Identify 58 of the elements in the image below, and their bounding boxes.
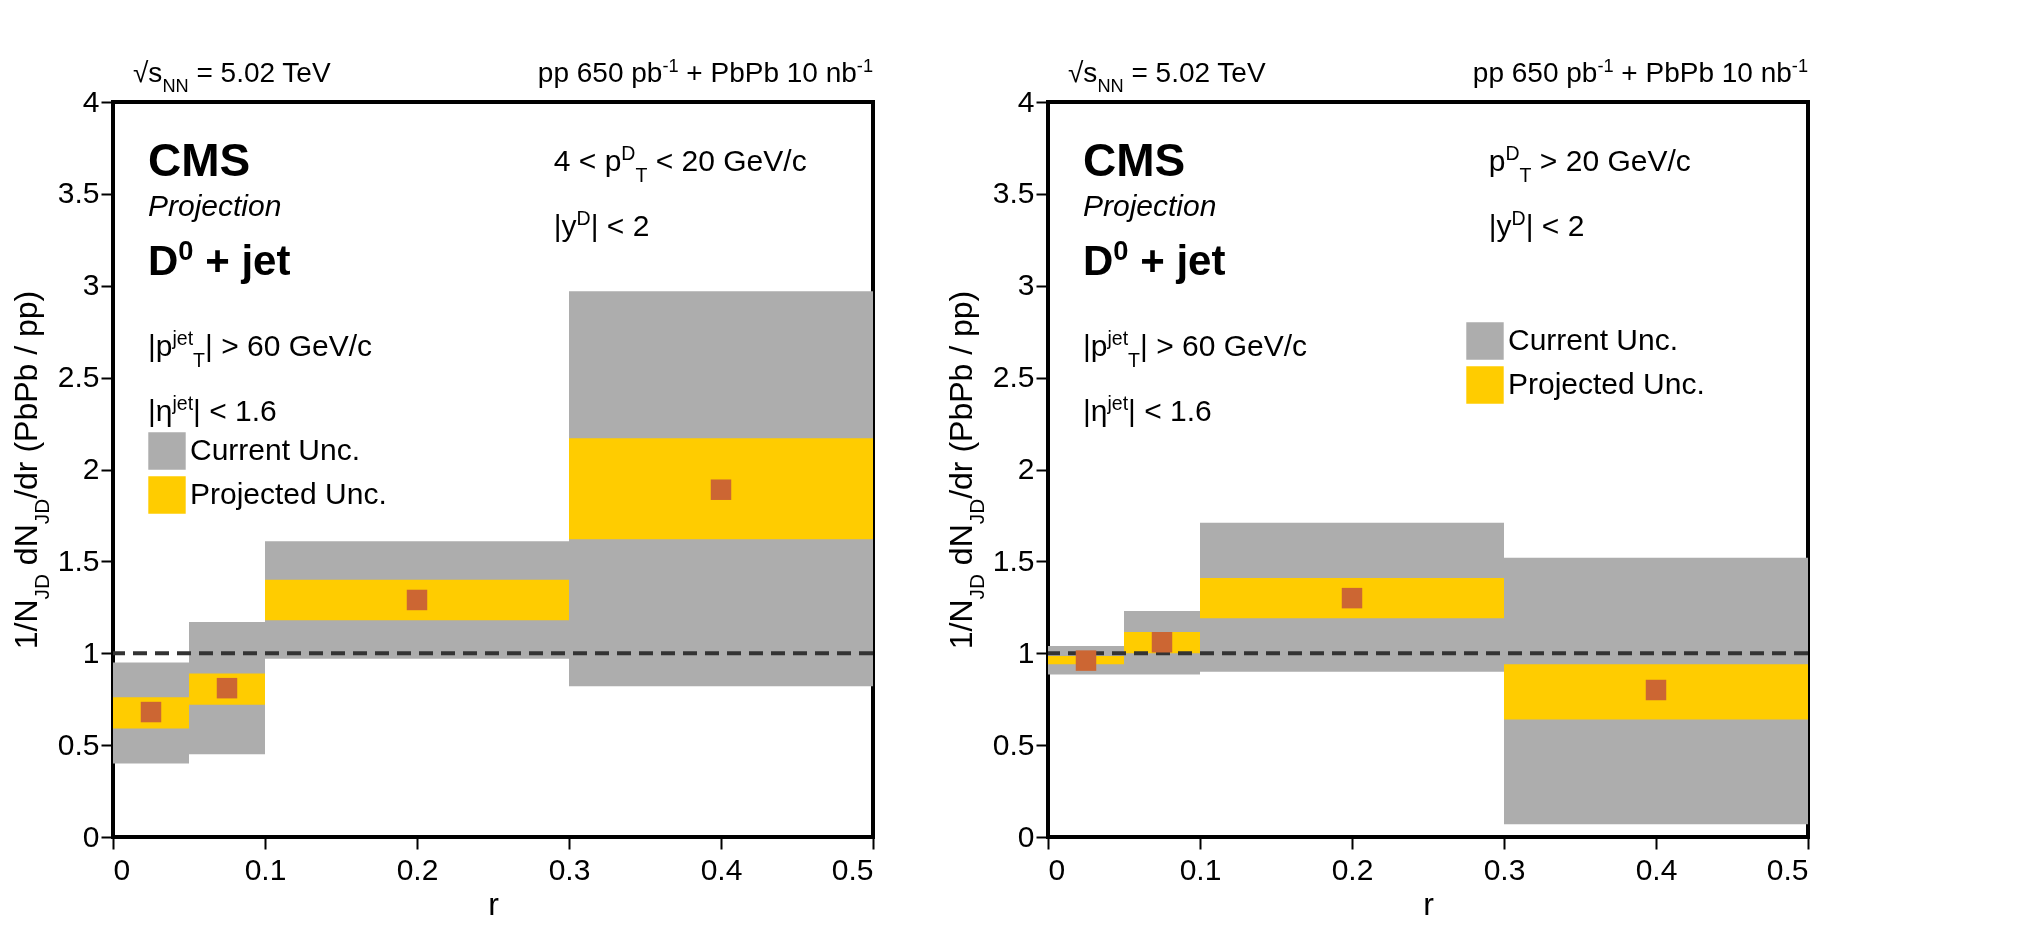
x-tick-label: 0.3: [1483, 852, 1526, 886]
x-axis-title: r: [1423, 885, 1435, 922]
point: [710, 479, 732, 500]
y-tick-label: 1: [82, 635, 100, 669]
x-tick-label: 0.5: [831, 852, 874, 886]
y-tick-label: 0: [1017, 819, 1035, 853]
y-tick-label: 0.5: [992, 727, 1035, 761]
annotation: 4 < p$^{D}$$_{T}$ < 20 GeV/c: [553, 142, 807, 186]
y-tick-label: 3: [1017, 268, 1035, 302]
y-tick-label: 1: [1017, 635, 1035, 669]
y-tick-label: 1.5: [992, 543, 1035, 577]
point: [1645, 679, 1667, 701]
text: √s$_{NN}$ = 5.02 TeV: [133, 57, 331, 96]
annotation: |y$^{D}$| < 2: [1488, 207, 1585, 242]
annotation: |η$^{jet}$| < 1.6: [148, 392, 277, 427]
x-tick-label: 0: [113, 852, 131, 886]
x-tick-label: 0.3: [548, 852, 591, 886]
legend-label: Projected Unc.: [1508, 367, 1705, 400]
legend-label: Current Unc.: [1508, 323, 1679, 356]
y-tick-label: 0.5: [57, 727, 100, 761]
annotation: D$^{0}$ + jet: [148, 234, 291, 284]
annotation: |y$^{D}$| < 2: [553, 207, 650, 242]
x-axis-title: r: [488, 885, 500, 922]
x-tick-label: 0.2: [396, 852, 439, 886]
legend-label: Current Unc.: [190, 433, 361, 466]
y-tick-label: 2.5: [57, 360, 100, 394]
text: pp 650 pb$^{-1}$ + PbPb 10 nb$^{-1}$: [537, 56, 873, 88]
y-tick-label: 3.5: [992, 176, 1035, 210]
y-tick-label: 2: [1017, 452, 1035, 485]
y-tick-label: 2: [82, 452, 100, 485]
y-tick-label: 1.5: [57, 543, 100, 577]
point: [1341, 587, 1363, 609]
x-tick-label: 0.4: [700, 852, 743, 886]
text: √s$_{NN}$ = 5.02 TeV: [1068, 57, 1266, 96]
x-tick-label: 0.5: [1766, 852, 1809, 886]
annotation: CMS: [1083, 134, 1186, 186]
y-tick-label: 3: [82, 268, 100, 302]
annotation: Projection: [148, 189, 282, 222]
annotation: CMS: [148, 134, 251, 186]
y-tick-label: 2.5: [992, 360, 1035, 394]
annotation: p$^{D}$$_{T}$ > 20 GeV/c: [1488, 142, 1691, 186]
legend-label: Projected Unc.: [190, 477, 387, 510]
x-tick-label: 0.4: [1635, 852, 1678, 886]
y-tick-label: 0: [82, 819, 100, 853]
y-tick-label: 3.5: [57, 176, 100, 210]
y-tick-label: 4: [82, 84, 100, 118]
x-tick-label: 0.2: [1331, 852, 1374, 886]
x-tick-label: 0.1: [244, 852, 287, 886]
annotation: |η$^{jet}$| < 1.6: [1083, 392, 1212, 427]
annotation: |p$^{jet}$$_{T}$| > 60 GeV/c: [1083, 327, 1308, 371]
x-tick-label: 0.1: [1179, 852, 1222, 886]
text: pp 650 pb$^{-1}$ + PbPb 10 nb$^{-1}$: [1472, 56, 1808, 88]
y-tick-label: 4: [1017, 84, 1035, 118]
annotation: Projection: [1083, 189, 1217, 222]
x-tick-label: 0: [1048, 852, 1066, 886]
point: [406, 589, 428, 611]
annotation: D$^{0}$ + jet: [1083, 234, 1226, 284]
annotation: |p$^{jet}$$_{T}$| > 60 GeV/c: [148, 327, 373, 371]
